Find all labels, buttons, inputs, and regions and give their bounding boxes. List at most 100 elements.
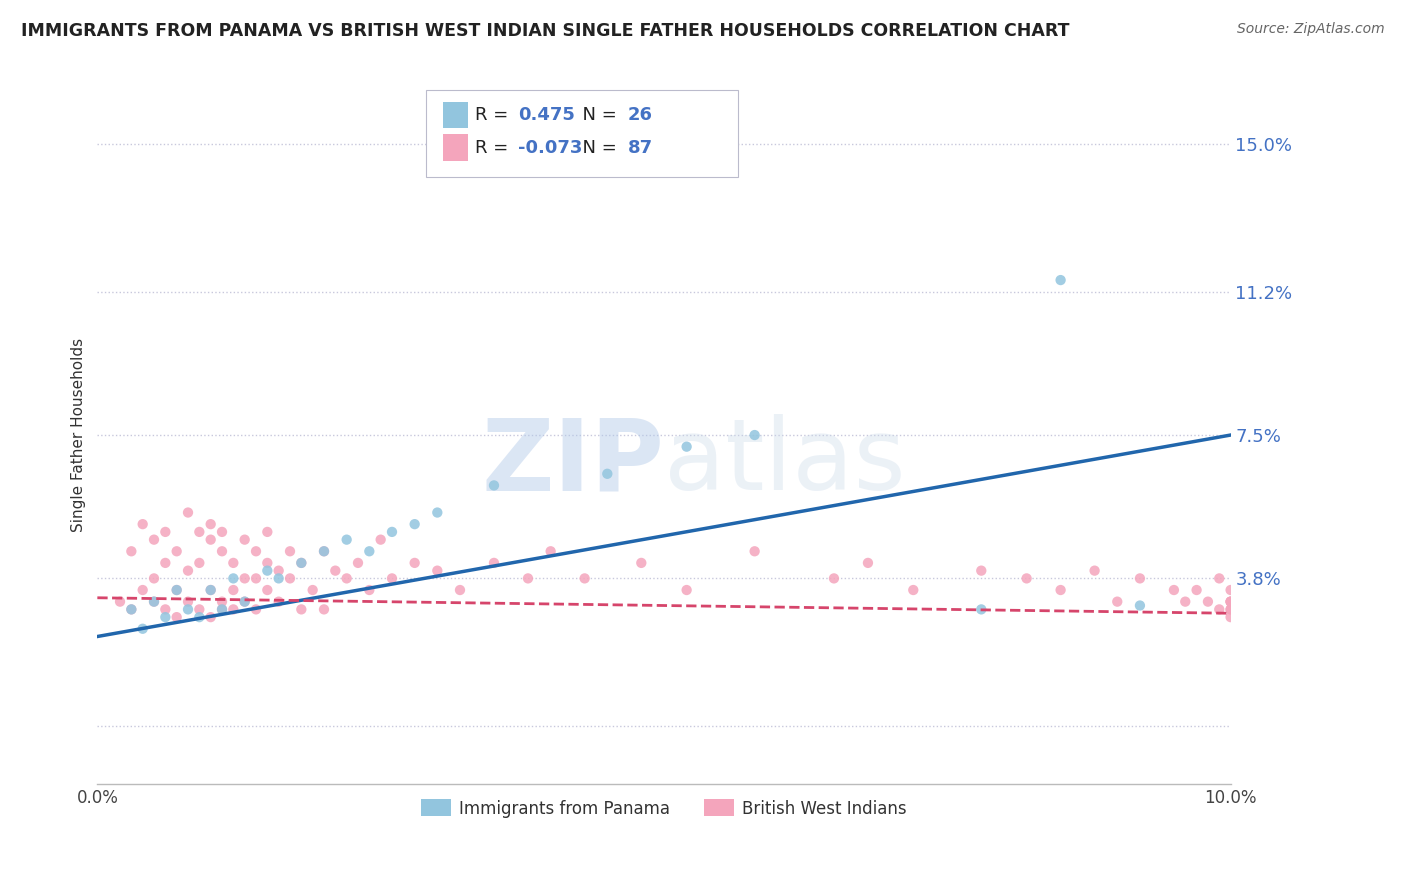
Point [211,602,233,616]
Point [1049,582,1071,597]
Legend: Immigrants from Panama, British West Indians: Immigrants from Panama, British West Ind… [415,793,914,824]
Point [290,602,312,616]
Point [1219,602,1241,616]
Point [177,564,200,578]
Point [143,533,166,547]
Point [290,556,312,570]
Text: N =: N = [571,139,623,157]
Point [155,556,177,570]
Point [211,524,233,539]
Text: -0.073: -0.073 [517,139,582,157]
Bar [443,135,468,161]
Point [143,571,166,585]
Point [166,544,188,558]
Point [630,556,652,570]
Point [188,556,211,570]
Text: atlas: atlas [664,415,905,511]
Point [120,602,142,616]
Point [267,564,290,578]
Point [336,533,359,547]
Point [370,533,392,547]
Text: Source: ZipAtlas.com: Source: ZipAtlas.com [1237,22,1385,37]
Y-axis label: Single Father Households: Single Father Households [72,338,86,533]
Point [1197,594,1219,608]
Point [222,556,245,570]
Point [211,602,233,616]
Point [1208,602,1230,616]
Point [359,544,381,558]
Point [1163,582,1185,597]
Text: R =: R = [475,106,513,124]
Point [856,556,879,570]
Point [131,582,153,597]
Point [1219,594,1241,608]
Point [336,571,359,585]
Point [517,571,540,585]
Point [325,564,347,578]
Point [404,517,426,532]
Point [426,564,449,578]
Point [1129,571,1152,585]
Point [200,582,222,597]
Point [245,602,267,616]
Point [1219,602,1241,616]
Point [222,571,245,585]
Point [211,594,233,608]
Point [166,582,188,597]
Point [290,556,312,570]
Point [222,602,245,616]
Point [744,544,766,558]
Text: 87: 87 [627,139,652,157]
Point [256,524,278,539]
Point [1049,273,1071,287]
Point [155,524,177,539]
Text: ZIP: ZIP [481,415,664,511]
Point [1185,582,1208,597]
Point [200,610,222,624]
Point [381,571,404,585]
Point [970,602,993,616]
Point [278,544,301,558]
Point [166,610,188,624]
Point [177,602,200,616]
Point [312,544,335,558]
Point [131,517,153,532]
Point [675,582,697,597]
Point [1129,599,1152,613]
Point [131,622,153,636]
Point [108,594,131,608]
Point [970,564,993,578]
Point [359,582,381,597]
FancyBboxPatch shape [426,90,738,177]
Point [155,610,177,624]
Point [166,582,188,597]
Point [347,556,370,570]
Point [177,506,200,520]
Point [256,564,278,578]
Point [233,594,256,608]
Point [596,467,619,481]
Point [1015,571,1038,585]
Text: 0.475: 0.475 [517,106,575,124]
Point [233,571,256,585]
Text: N =: N = [571,106,623,124]
Text: R =: R = [475,139,513,157]
Point [482,556,505,570]
Point [233,533,256,547]
Text: IMMIGRANTS FROM PANAMA VS BRITISH WEST INDIAN SINGLE FATHER HOUSEHOLDS CORRELATI: IMMIGRANTS FROM PANAMA VS BRITISH WEST I… [21,22,1070,40]
Point [267,571,290,585]
Point [155,602,177,616]
Point [222,582,245,597]
Point [188,524,211,539]
Point [188,602,211,616]
Point [312,544,335,558]
Point [200,533,222,547]
Point [1219,594,1241,608]
Point [903,582,925,597]
Point [120,544,142,558]
Point [381,524,404,539]
Point [1107,594,1129,608]
Point [449,582,471,597]
Point [1084,564,1107,578]
Point [823,571,845,585]
